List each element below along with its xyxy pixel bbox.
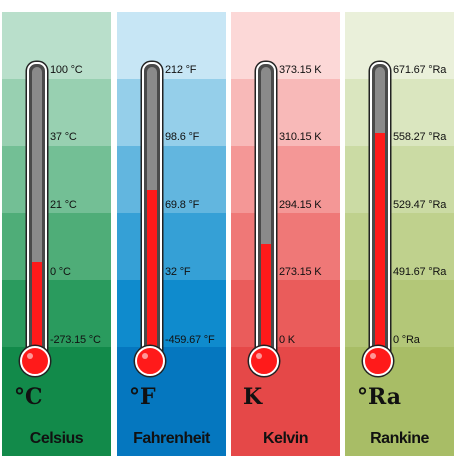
color-band — [2, 12, 111, 79]
tick-label: 373.15 K — [279, 64, 322, 76]
thermometer-bulb-icon — [135, 346, 165, 376]
thermometer-column — [32, 67, 42, 364]
tick-label: 310.15 K — [279, 131, 322, 143]
color-band — [2, 280, 111, 347]
tick-label: 37 °C — [50, 131, 77, 143]
scale-panel-rankine: 671.67 °Ra 558.27 °Ra 529.47 °Ra 491.67 °Ra… — [345, 12, 454, 456]
mercury-fill — [261, 244, 271, 364]
tick-label: 491.67 °Ra — [393, 266, 447, 278]
scale-panel-kelvin: 373.15 K 310.15 K 294.15 K 273.15 K 0 K K Kelv… — [231, 12, 340, 456]
thermometer-bulb-icon — [249, 346, 279, 376]
scale-name: Kelvin — [262, 430, 309, 447]
color-band — [231, 213, 340, 280]
tick-label: 21 °C — [50, 199, 77, 211]
tick-label: 212 °F — [165, 64, 197, 76]
scale-name: Rankine — [370, 430, 429, 447]
color-band — [2, 213, 111, 280]
color-band — [231, 146, 340, 213]
color-band — [117, 12, 226, 79]
thermometer-bulb-icon — [20, 346, 50, 376]
unit-symbol: K — [243, 384, 263, 410]
unit-symbol: °C — [14, 384, 43, 410]
scale-panel-fahrenheit: 212 °F 98.6 °F 69.8 °F 32 °F -459.67 °F °F Fah… — [117, 12, 226, 456]
tick-label: 0 °C — [50, 266, 71, 278]
color-band — [231, 79, 340, 146]
color-band — [117, 280, 226, 347]
color-band — [345, 79, 454, 146]
tick-label: 100 °C — [50, 64, 83, 76]
scale-panel-celsius: 100 °C 37 °C 21 °C 0 °C -273.15 °C °C Celsius — [2, 12, 111, 456]
tick-label: 98.6 °F — [165, 131, 200, 143]
tick-label: -459.67 °F — [165, 334, 215, 346]
thermometer-tube — [370, 62, 390, 366]
tick-label: 69.8 °F — [165, 199, 200, 211]
mercury-fill — [375, 133, 385, 364]
color-band — [345, 146, 454, 213]
unit-symbol: °Ra — [357, 384, 402, 410]
color-band — [117, 79, 226, 146]
color-band — [345, 213, 454, 280]
thermometer-tube — [256, 62, 276, 366]
unit-symbol: °F — [129, 384, 156, 410]
tick-label: 671.67 °Ra — [393, 64, 447, 76]
tick-label: 273.15 K — [279, 266, 322, 278]
thermometer-tube — [142, 62, 162, 366]
color-band — [117, 146, 226, 213]
thermometer-column — [261, 67, 271, 364]
tick-label: 0 K — [279, 334, 295, 346]
color-band — [231, 12, 340, 79]
tick-label: -273.15 °C — [50, 334, 101, 346]
scale-name: Fahrenheit — [133, 430, 210, 447]
tick-label: 32 °F — [165, 266, 191, 278]
scale-name: Celsius — [29, 430, 84, 447]
color-band — [231, 280, 340, 347]
tick-label: 529.47 °Ra — [393, 199, 447, 211]
color-band — [2, 79, 111, 146]
thermometer-bulb-icon — [363, 346, 393, 376]
mercury-fill — [32, 262, 42, 364]
tick-label: 0 °Ra — [393, 334, 420, 346]
tick-label: 294.15 K — [279, 199, 322, 211]
tick-label: 558.27 °Ra — [393, 131, 447, 143]
color-band — [117, 213, 226, 280]
mercury-fill — [147, 190, 157, 364]
color-band — [345, 12, 454, 79]
color-band — [2, 146, 111, 213]
thermometer-tube — [27, 62, 47, 366]
color-band — [345, 280, 454, 347]
